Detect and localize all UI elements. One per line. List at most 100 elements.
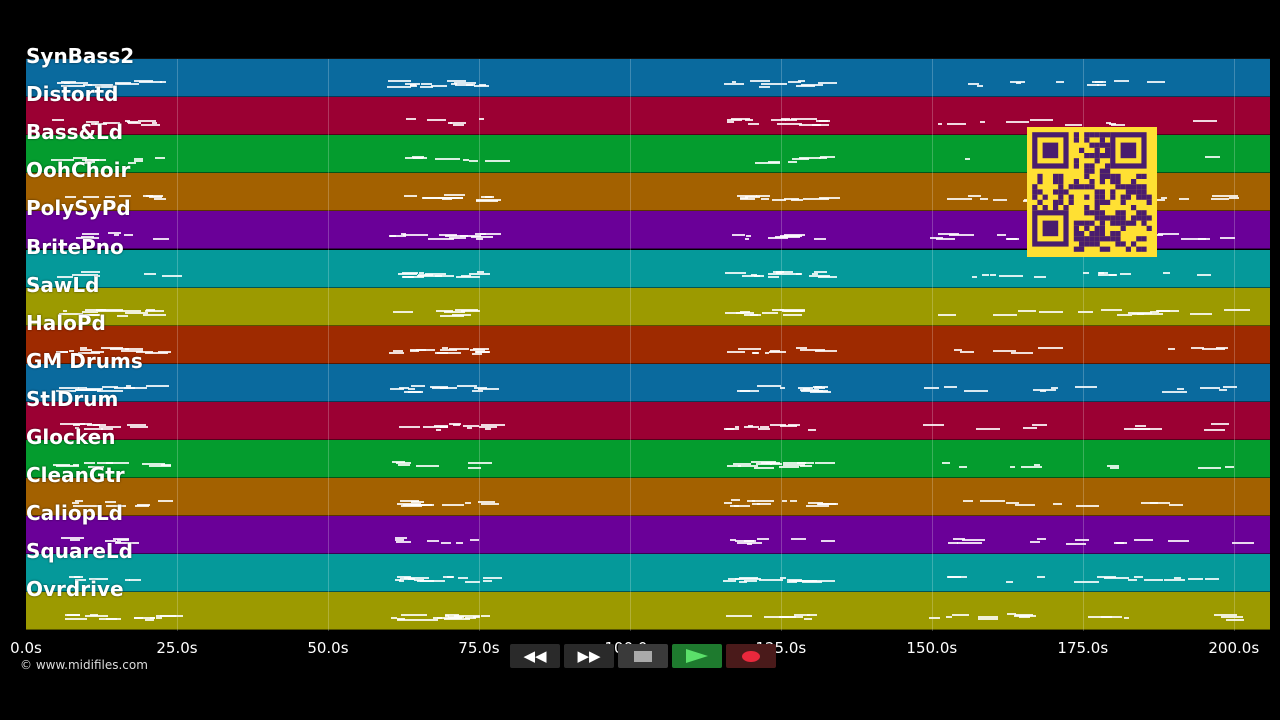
fast-forward-button[interactable]: ▶▶ bbox=[564, 644, 614, 668]
gridline bbox=[327, 59, 329, 631]
note bbox=[739, 311, 750, 314]
qr-code bbox=[1027, 127, 1157, 257]
note bbox=[1113, 80, 1130, 83]
note bbox=[1031, 424, 1048, 427]
note bbox=[445, 235, 468, 238]
note bbox=[1107, 465, 1119, 468]
note bbox=[780, 273, 802, 276]
note bbox=[65, 196, 77, 199]
note bbox=[1010, 80, 1025, 83]
note bbox=[479, 425, 498, 428]
note bbox=[782, 310, 806, 313]
note bbox=[734, 426, 740, 429]
note bbox=[1074, 385, 1097, 388]
note bbox=[134, 157, 143, 160]
note bbox=[1075, 538, 1090, 541]
note bbox=[1214, 614, 1238, 617]
note bbox=[86, 121, 99, 124]
note bbox=[1082, 272, 1089, 275]
note bbox=[436, 428, 441, 431]
note bbox=[395, 538, 404, 541]
note bbox=[465, 616, 477, 619]
note bbox=[814, 270, 828, 273]
note bbox=[1032, 389, 1056, 392]
track-label: StlDrum bbox=[26, 386, 119, 411]
note bbox=[1163, 271, 1171, 274]
note bbox=[783, 314, 802, 317]
note bbox=[1123, 616, 1129, 619]
note bbox=[468, 466, 482, 469]
note bbox=[421, 618, 439, 621]
note bbox=[793, 614, 810, 617]
note bbox=[461, 274, 471, 277]
note bbox=[1052, 502, 1063, 505]
note bbox=[767, 275, 780, 278]
note bbox=[1202, 348, 1225, 351]
note bbox=[84, 308, 106, 311]
track-row bbox=[26, 59, 1270, 97]
note bbox=[160, 80, 166, 83]
note bbox=[972, 276, 977, 279]
note bbox=[135, 505, 149, 508]
note bbox=[401, 613, 427, 616]
note bbox=[80, 270, 100, 273]
track-label: Glocken bbox=[26, 425, 116, 449]
note bbox=[1097, 83, 1106, 86]
note bbox=[406, 118, 416, 121]
note bbox=[133, 617, 156, 620]
gridline bbox=[629, 59, 631, 631]
note bbox=[444, 615, 449, 618]
note bbox=[60, 80, 76, 83]
note bbox=[483, 580, 493, 583]
note bbox=[390, 388, 405, 391]
note bbox=[726, 351, 746, 354]
note bbox=[387, 85, 411, 88]
note bbox=[814, 385, 828, 388]
note bbox=[479, 118, 484, 121]
note bbox=[480, 232, 487, 235]
note bbox=[83, 195, 100, 198]
note bbox=[91, 123, 99, 126]
note bbox=[158, 499, 173, 502]
note bbox=[755, 195, 770, 198]
note bbox=[1167, 539, 1189, 542]
note bbox=[1006, 613, 1016, 616]
note bbox=[449, 196, 460, 199]
note bbox=[1179, 198, 1189, 201]
note bbox=[395, 540, 412, 543]
note bbox=[136, 503, 150, 506]
note bbox=[140, 123, 160, 126]
note bbox=[804, 618, 812, 621]
note bbox=[465, 84, 474, 87]
note bbox=[1014, 503, 1035, 506]
stop-button[interactable] bbox=[618, 644, 668, 668]
note bbox=[1022, 427, 1038, 430]
record-icon bbox=[742, 650, 760, 662]
note bbox=[453, 82, 476, 85]
note bbox=[84, 313, 99, 316]
note bbox=[397, 619, 421, 622]
note bbox=[455, 541, 463, 544]
note bbox=[468, 160, 478, 163]
note bbox=[481, 502, 500, 505]
note bbox=[953, 348, 962, 351]
note bbox=[811, 580, 836, 582]
note bbox=[783, 198, 800, 201]
note bbox=[1037, 347, 1063, 349]
rewind-button[interactable]: ◀◀ bbox=[510, 644, 560, 668]
note bbox=[124, 233, 134, 236]
track-label: SawLd bbox=[26, 272, 100, 297]
note bbox=[138, 120, 157, 123]
note bbox=[468, 461, 493, 464]
record-button[interactable] bbox=[726, 644, 776, 668]
note bbox=[396, 617, 405, 620]
note bbox=[937, 314, 957, 317]
note bbox=[1160, 196, 1167, 199]
track-row bbox=[26, 440, 1270, 478]
note bbox=[978, 618, 999, 621]
tick-label: 150.0s bbox=[906, 639, 958, 657]
note bbox=[83, 462, 95, 465]
play-button[interactable] bbox=[672, 644, 722, 668]
note bbox=[765, 351, 770, 354]
note bbox=[937, 232, 959, 235]
